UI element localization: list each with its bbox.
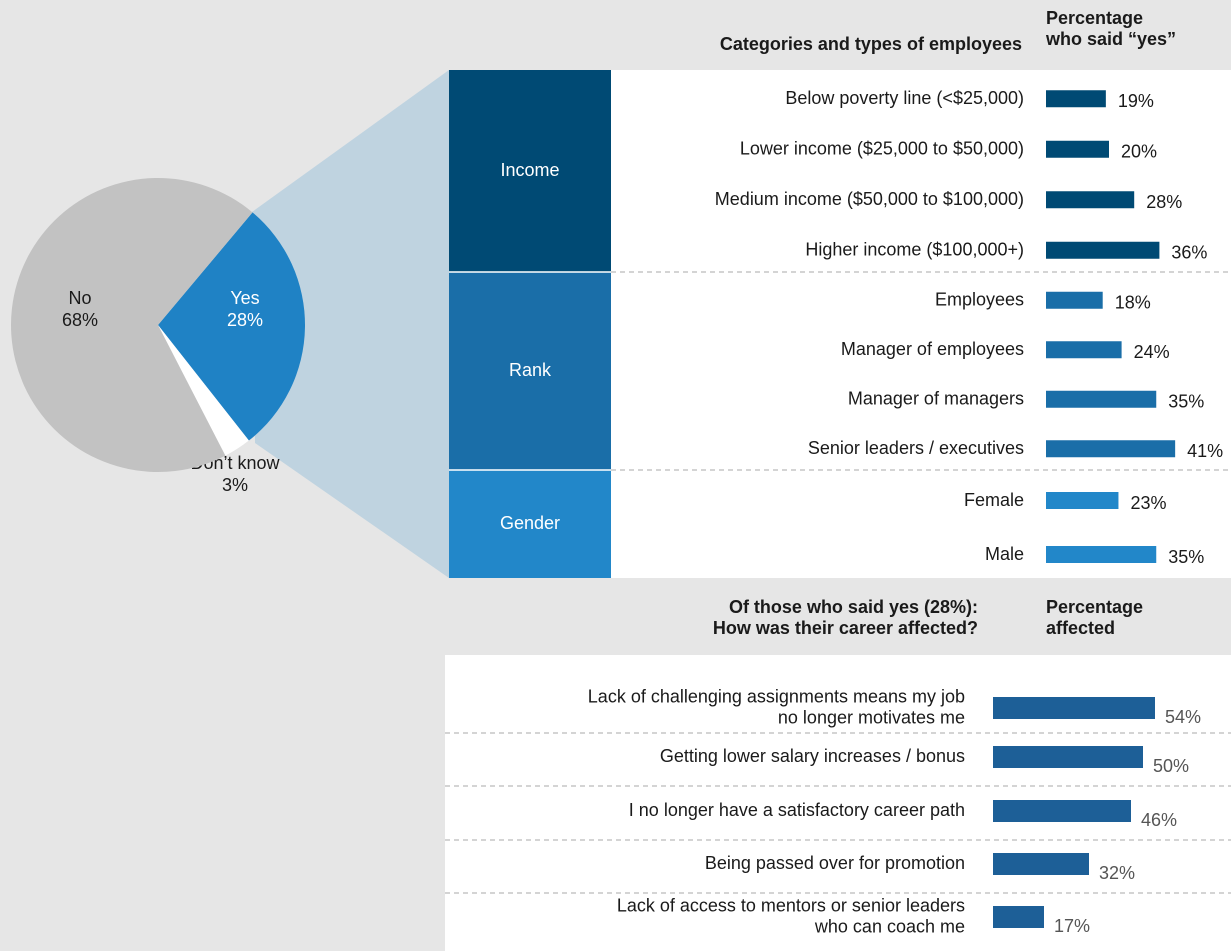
category-label: Higher income ($100,000+) [805,240,1024,260]
group-band [449,70,611,272]
category-label: Getting lower salary increases / bonus [660,746,965,766]
category-label: Manager of employees [841,339,1024,359]
category-label: Employees [935,290,1024,310]
bar [993,853,1089,875]
bar [1046,291,1103,309]
bar [993,800,1131,822]
category-label: I no longer have a satisfactory career p… [629,800,965,820]
top-title: Categories and types of employees [720,34,1022,54]
top-value-header: Percentage who said “yes” [1045,8,1176,49]
value-label: 17% [1054,916,1090,936]
bar [1046,191,1135,209]
group-label: Rank [509,360,552,380]
value-label: 35% [1168,392,1204,412]
category-label: Lack of access to mentors or senior lead… [617,895,965,936]
category-label: Male [985,544,1024,564]
value-label: 41% [1187,441,1223,461]
value-label: 20% [1121,142,1157,162]
bar [1046,140,1109,158]
group-label: Gender [500,513,560,533]
category-label: Being passed over for promotion [705,853,965,873]
category-label: Lower income ($25,000 to $50,000) [740,139,1024,159]
group-band [449,272,611,470]
category-label: Medium income ($50,000 to $100,000) [715,189,1024,209]
value-label: 54% [1165,707,1201,727]
value-label: 28% [1146,192,1182,212]
category-label: Female [964,490,1024,510]
bar [1046,90,1106,108]
bar [993,746,1143,768]
value-label: 18% [1115,293,1151,313]
value-label: 32% [1099,863,1135,883]
category-label: Below poverty line (<$25,000) [785,88,1024,108]
value-label: 19% [1118,91,1154,111]
bar [1046,241,1160,259]
bar [1046,440,1176,458]
pie-slice [10,178,253,472]
group-band [449,470,611,578]
value-label: 50% [1153,756,1189,776]
value-label: 35% [1168,547,1204,567]
value-label: 24% [1134,342,1170,362]
bar [1046,546,1157,563]
bar [1046,492,1119,509]
pie-value-label: 3% [222,475,248,495]
pie-slice [158,325,249,456]
bar [1046,341,1122,359]
bottom-value-header: Percentage affected [1046,597,1143,638]
value-label: 46% [1141,810,1177,830]
bar [993,697,1155,719]
pie-slice [158,212,305,441]
value-label: 23% [1130,493,1166,513]
bottom-title: Of those who said yes (28%): How was thei… [713,597,978,638]
bar [993,906,1044,928]
category-label: Manager of managers [848,389,1024,409]
category-label: Senior leaders / executives [808,438,1024,458]
pie-cone [252,70,449,578]
group-label: Income [500,160,559,180]
value-label: 36% [1171,243,1207,263]
pie-label: Yes [230,288,259,308]
category-label: Lack of challenging assignments means my… [588,686,965,727]
bar [1046,390,1157,408]
pie-value-label: 28% [227,310,263,330]
pie-value-label: 68% [62,310,98,330]
pie-label: No [68,288,91,308]
